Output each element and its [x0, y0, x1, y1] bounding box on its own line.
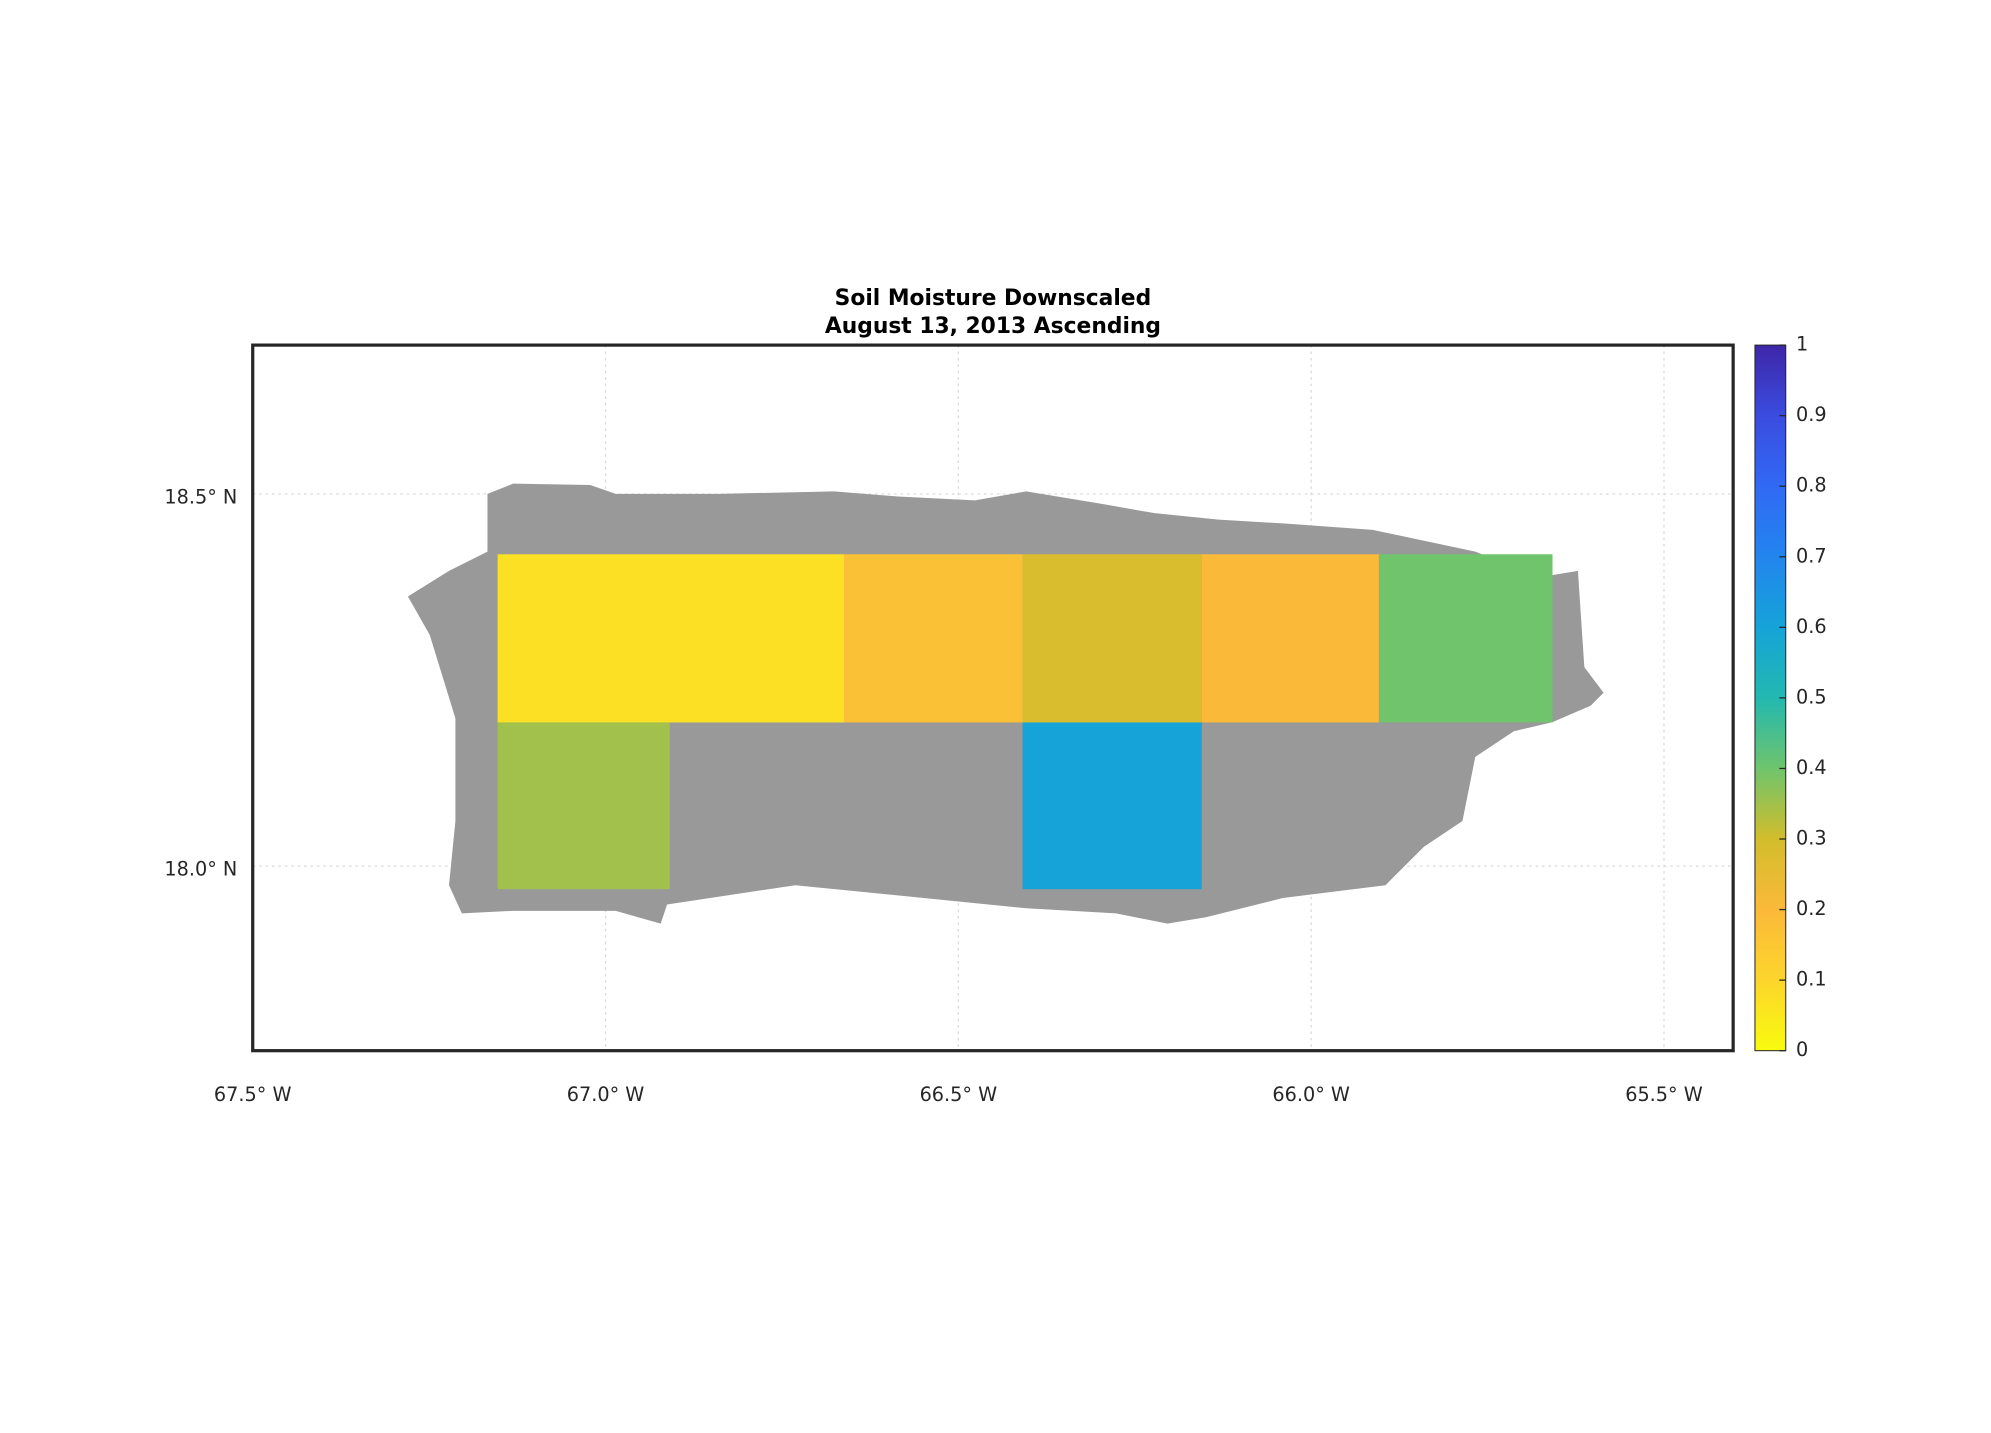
chart-subtitle: August 13, 2013 Ascending — [825, 314, 1161, 339]
tile — [1378, 554, 1553, 723]
colorbar-tick-label: 0.8 — [1796, 474, 1827, 497]
y-tick-label: 18.5° N — [164, 485, 237, 508]
colorbar-tick-label: 0.5 — [1796, 685, 1827, 708]
y-tick-label: 18.0° N — [164, 857, 237, 880]
chart-title: Soil Moisture Downscaled — [835, 286, 1152, 311]
x-tick-label: 67.0° W — [567, 1083, 645, 1106]
axes-box — [251, 343, 1735, 1053]
tile — [1022, 722, 1202, 890]
colorbar-tick-label: 0 — [1796, 1038, 1808, 1061]
x-tick-label: 65.5° W — [1625, 1083, 1703, 1106]
tile — [1201, 554, 1379, 723]
x-tick-label: 66.5° W — [920, 1083, 998, 1106]
tiles — [497, 554, 1553, 890]
tile — [497, 722, 670, 890]
tile — [497, 554, 845, 723]
colorbar-tick-label: 1 — [1796, 333, 1808, 356]
x-tick-label: 66.0° W — [1272, 1083, 1350, 1106]
colorbar-tick-label: 0.1 — [1796, 968, 1827, 991]
x-tick-label: 67.5° W — [214, 1083, 292, 1106]
colorbar-tick-label: 0.2 — [1796, 897, 1827, 920]
colorbar-tick-label: 0.9 — [1796, 403, 1827, 426]
colorbar-tick-label: 0.6 — [1796, 615, 1827, 638]
colorbar-tick-label: 0.7 — [1796, 544, 1827, 567]
tile — [844, 554, 1023, 723]
tile — [1022, 554, 1202, 723]
colorbar-tick-label: 0.3 — [1796, 827, 1827, 850]
colorbar-tick-label: 0.4 — [1796, 756, 1827, 779]
